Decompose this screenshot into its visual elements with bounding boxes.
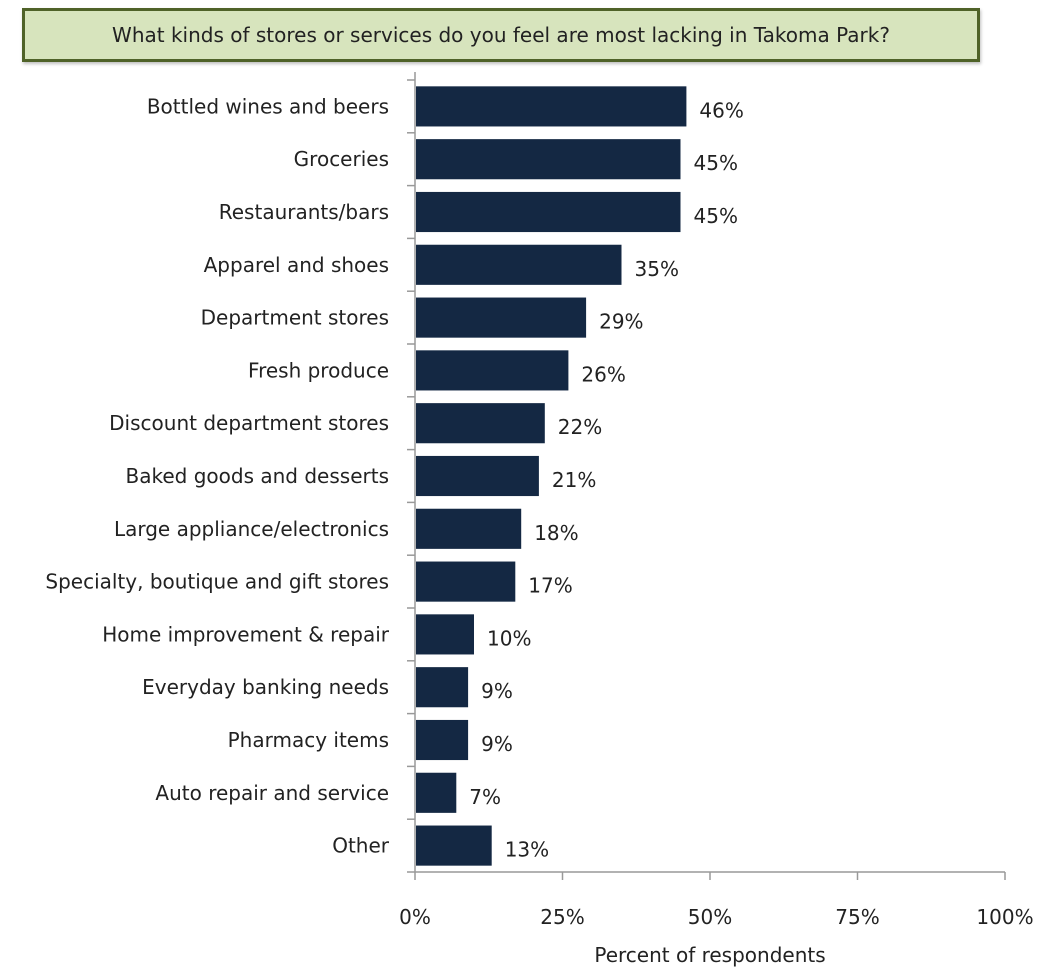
bar-1 [416,139,681,180]
category-label-8: Large appliance/electronics [114,517,389,541]
category-label-7: Baked goods and desserts [126,464,389,488]
value-label-10: 10% [487,626,531,650]
category-label-2: Restaurants/bars [219,200,389,224]
value-label-14: 13% [505,838,549,862]
category-label-0: Bottled wines and beers [147,94,389,118]
category-label-11: Everyday banking needs [142,675,389,699]
bar-4 [416,297,587,338]
x-axis-title: Percent of respondents [594,943,825,967]
x-tick-label-2: 50% [688,905,732,929]
value-label-3: 35% [635,257,679,281]
x-tick-label-4: 100% [976,905,1033,929]
category-label-3: Apparel and shoes [204,253,389,277]
category-label-10: Home improvement & repair [102,622,390,646]
bar-13 [416,772,457,813]
category-label-14: Other [332,834,390,858]
category-label-5: Fresh produce [248,358,389,382]
value-label-4: 29% [599,310,643,334]
x-tick-label-0: 0% [399,905,431,929]
chart-title: What kinds of stores or services do you … [22,8,980,62]
category-label-12: Pharmacy items [228,728,389,752]
category-label-1: Groceries [294,147,389,171]
value-label-5: 26% [581,362,625,386]
bar-14 [416,825,492,866]
x-tick-label-1: 25% [540,905,584,929]
bar-3 [416,244,622,285]
value-label-12: 9% [481,732,513,756]
bar-11 [416,667,469,708]
value-label-13: 7% [469,785,501,809]
category-label-6: Discount department stores [109,411,389,435]
value-label-8: 18% [534,521,578,545]
category-label-13: Auto repair and service [155,781,389,805]
bar-7 [416,455,539,497]
value-label-2: 45% [694,204,738,228]
value-label-1: 45% [694,151,738,175]
value-label-6: 22% [558,415,602,439]
bar-9 [416,561,516,602]
value-label-11: 9% [481,679,513,703]
bar-2 [416,191,681,233]
x-tick-label-3: 75% [835,905,879,929]
category-label-4: Department stores [201,306,389,330]
category-label-9: Specialty, boutique and gift stores [45,570,389,594]
bar-5 [416,350,569,391]
value-label-0: 46% [699,98,743,122]
bar-8 [416,508,522,549]
bar-6 [416,403,545,444]
value-label-9: 17% [528,574,572,598]
bar-12 [416,719,469,761]
bar-10 [416,614,474,655]
value-label-7: 21% [552,468,596,492]
bar-0 [416,86,687,127]
